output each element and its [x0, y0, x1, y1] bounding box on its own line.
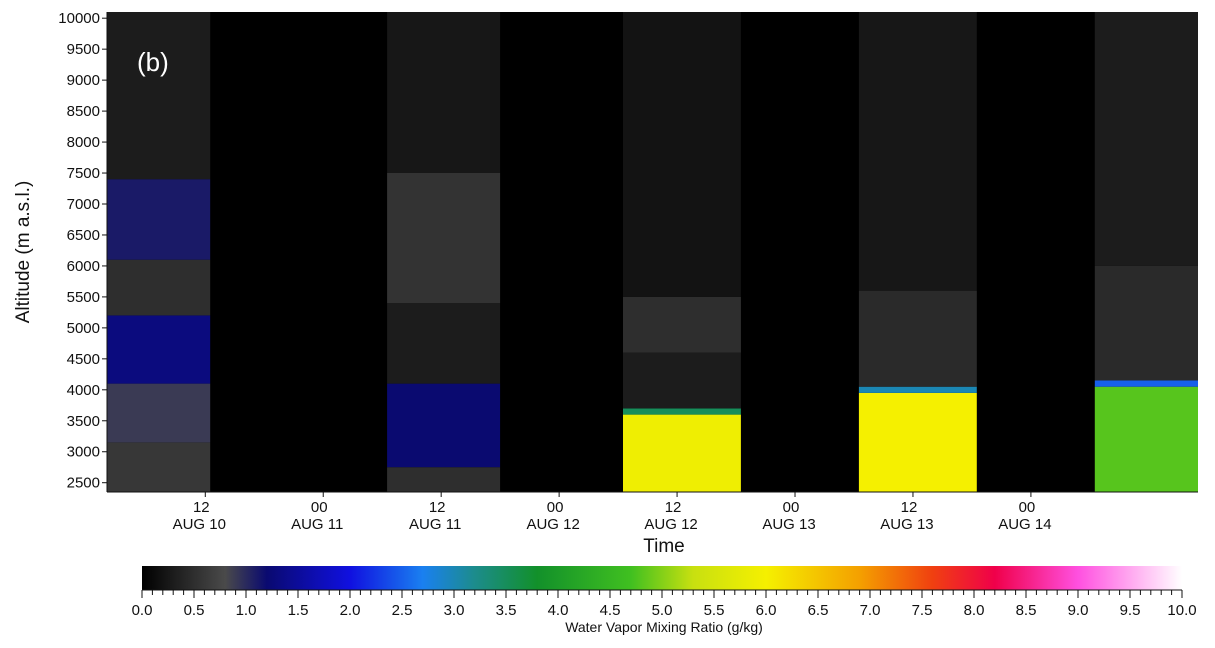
colorbar-tick-label: 3.5	[496, 602, 517, 619]
colorbar-tick-label: 3.0	[444, 602, 465, 619]
x-tick-label-hour: 12	[665, 499, 682, 516]
colorbar-tick-label: 4.0	[548, 602, 569, 619]
y-tick-label: 7000	[67, 196, 100, 213]
data-layer	[107, 179, 211, 260]
y-tick-label: 5000	[67, 320, 100, 337]
x-axis-title: Time	[643, 536, 685, 557]
y-tick-label: 5500	[67, 289, 100, 306]
data-layer	[623, 408, 741, 415]
colorbar-ticks: 0.0 0.5 1.0 1.5 2.0 2.5 3.0 3.5 4.0 4.5 5.0 5.5 6.0 6…	[132, 589, 1197, 619]
y-tick-label: 9500	[67, 41, 100, 58]
colorbar-tick-label: 1.0	[236, 602, 257, 619]
data-layer	[387, 383, 501, 468]
x-tick-label-hour: 12	[193, 499, 210, 516]
colorbar-title: Water Vapor Mixing Ratio (g/kg)	[565, 619, 763, 635]
y-axis-title: Altitude (m a.s.l.)	[13, 181, 34, 324]
data-layer	[1094, 386, 1198, 492]
y-tick-label: 6500	[67, 227, 100, 244]
y-tick-label: 4500	[67, 351, 100, 368]
observation-window	[107, 12, 211, 492]
x-tick-label-hour: 00	[547, 499, 564, 516]
colorbar-tick-label: 9.5	[1120, 602, 1141, 619]
data-layer	[858, 386, 977, 393]
data-layer	[623, 414, 741, 492]
y-tick-label: 10000	[58, 10, 100, 27]
observation-window	[858, 12, 977, 492]
colorbar-tick-label: 5.0	[652, 602, 673, 619]
data-layer	[107, 315, 211, 384]
colorbar-gradient	[142, 566, 1182, 590]
x-tick-label-hour: 00	[783, 499, 800, 516]
x-tick-label-date: AUG 13	[880, 516, 933, 533]
y-tick-label: 8500	[67, 103, 100, 120]
colorbar-tick-label: 6.5	[808, 602, 829, 619]
colorbar-tick-label: 5.5	[704, 602, 725, 619]
colorbar-tick-label: 2.5	[392, 602, 413, 619]
y-tick-label: 7500	[67, 165, 100, 182]
data-layer	[387, 467, 501, 492]
y-tick-label: 6000	[67, 258, 100, 275]
colorbar-tick-label: 4.5	[600, 602, 621, 619]
data-layer	[107, 383, 211, 443]
data-layer	[387, 12, 501, 173]
x-tick-label-hour: 12	[901, 499, 918, 516]
colorbar-tick-label: 8.0	[964, 602, 985, 619]
y-tick-label: 3000	[67, 444, 100, 461]
data-layer	[107, 12, 211, 180]
data-layer	[858, 12, 977, 291]
data-layer	[107, 259, 211, 316]
x-tick-label-date: AUG 11	[409, 516, 461, 533]
data-layer	[1094, 380, 1198, 387]
colorbar-tick-label: 0.0	[132, 602, 153, 619]
colorbar-tick-label: 6.0	[756, 602, 777, 619]
x-tick-label-hour: 00	[311, 499, 328, 516]
colorbar-tick-label: 9.0	[1068, 602, 1089, 619]
colorbar-tick-label: 0.5	[184, 602, 205, 619]
colorbar-tick-label: 7.0	[860, 602, 881, 619]
colorbar-tick-label: 8.5	[1016, 602, 1037, 619]
colorbar-tick-label: 2.0	[340, 602, 361, 619]
data-layer	[623, 352, 741, 409]
observation-window	[623, 12, 741, 492]
y-tick-label: 8000	[67, 134, 100, 151]
data-layer	[623, 12, 741, 297]
y-tick-label: 2500	[67, 475, 100, 492]
x-tick-label-date: AUG 11	[291, 516, 343, 533]
data-layer	[1094, 12, 1198, 266]
x-tick-label-hour: 00	[1019, 499, 1036, 516]
y-axis: 2500 3000 3500 4000 4500 5000 5500 6000 6500 7000…	[58, 10, 108, 492]
y-tick-label: 9000	[67, 72, 100, 89]
data-layer	[107, 442, 211, 492]
colorbar: 0.0 0.5 1.0 1.5 2.0 2.5 3.0 3.5 4.0 4.5 5.0 5.5 6.0 6…	[132, 566, 1197, 635]
observation-window	[1094, 12, 1198, 492]
colorbar-tick-label: 1.5	[288, 602, 309, 619]
x-tick-label-date: AUG 12	[526, 516, 579, 533]
data-layer	[858, 392, 977, 492]
data-layer	[387, 173, 501, 304]
colorbar-tick-label: 7.5	[912, 602, 933, 619]
data-layer	[387, 303, 501, 384]
x-tick-label-hour: 12	[429, 499, 446, 516]
y-tick-label: 4000	[67, 382, 100, 399]
x-tick-label-date: AUG 13	[762, 516, 815, 533]
x-tick-label-date: AUG 14	[998, 516, 1051, 533]
y-tick-label: 3500	[67, 413, 100, 430]
plot-area: (b)	[107, 12, 1198, 492]
data-layer	[858, 290, 977, 387]
data-layer	[1094, 265, 1198, 381]
data-layer	[623, 296, 741, 353]
panel-label: (b)	[137, 47, 169, 77]
observation-windows	[107, 12, 1198, 492]
observation-window	[387, 12, 501, 492]
colorbar-tick-label: 10.0	[1167, 602, 1196, 619]
x-tick-label-date: AUG 10	[173, 516, 226, 533]
x-tick-label-date: AUG 12	[644, 516, 697, 533]
